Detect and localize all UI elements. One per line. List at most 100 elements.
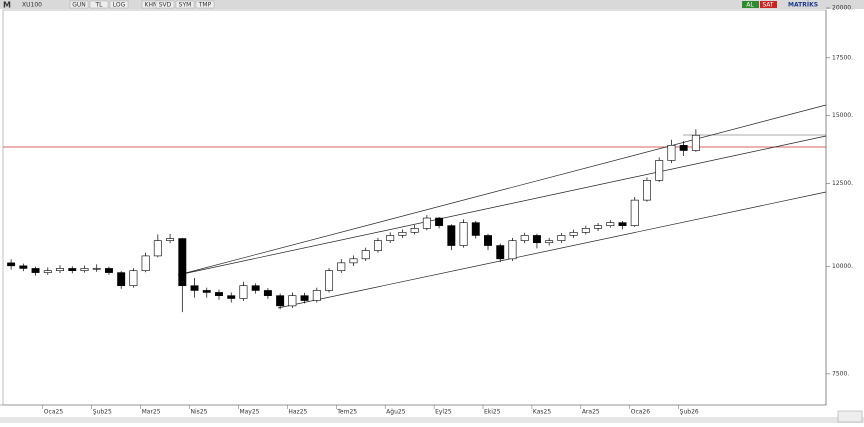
x-tick-label: Şub25	[93, 409, 112, 416]
toolbar	[0, 0, 864, 9]
toolbar-button-label: KHN	[145, 2, 158, 9]
candle-body	[618, 222, 627, 226]
candle-body	[7, 262, 16, 267]
logo: M	[3, 1, 11, 10]
x-tick-label: Şub26	[680, 409, 699, 416]
candle-body	[104, 268, 113, 273]
candle-body	[643, 180, 651, 201]
candle-body	[239, 285, 248, 299]
toolbar-button[interactable]	[195, 0, 215, 9]
candle-body	[679, 145, 688, 151]
x-tick-label: Oca25	[44, 409, 64, 416]
candle-body	[459, 222, 468, 246]
trend-line	[177, 104, 827, 276]
x-tick-label: Eyl25	[435, 409, 452, 416]
candle-body	[80, 268, 89, 272]
toolbar-button[interactable]	[89, 0, 109, 9]
candle-body	[92, 268, 101, 270]
candle-body	[520, 235, 529, 241]
toolbar-button-label: SVD	[159, 2, 172, 9]
candle-body	[349, 258, 358, 264]
x-tick-label: Oca26	[631, 409, 651, 416]
y-tick-label: 17500.	[832, 54, 853, 61]
toolbar-buttons: GUN TL LOG KHN SVD SYM TMP	[69, 0, 215, 9]
candle-body	[606, 222, 615, 226]
candle-body	[655, 160, 664, 181]
candle-body	[312, 290, 321, 301]
scrollbar[interactable]	[0, 417, 864, 423]
candle-body	[166, 238, 175, 241]
candle-body	[447, 225, 456, 246]
candle-body	[31, 268, 40, 273]
toolbar-button[interactable]	[155, 0, 175, 9]
candle-body	[276, 295, 285, 307]
candle-body	[484, 235, 492, 246]
y-tick-label: 12500.	[832, 180, 853, 187]
toolbar-button[interactable]	[175, 0, 195, 9]
toolbar-button[interactable]	[109, 0, 129, 9]
candle-body	[263, 290, 272, 296]
candle-body	[300, 295, 309, 301]
toolbar-button[interactable]	[69, 0, 89, 9]
candle-body	[337, 262, 346, 272]
sell-button[interactable]	[760, 1, 777, 8]
candle-body	[594, 225, 603, 229]
candle-body	[398, 232, 407, 236]
candle-body	[435, 217, 444, 226]
candle-body	[422, 217, 431, 229]
y-tick-label: 15000.	[832, 112, 853, 119]
x-tick-label: Haz25	[288, 409, 307, 416]
candle-body	[190, 285, 199, 291]
toolbar-button-label: TMP	[198, 2, 212, 9]
brand: MATRİKS	[788, 2, 818, 9]
sell-label: SAT	[762, 2, 774, 9]
candle-body	[508, 240, 517, 260]
y-tick-label: 10000.	[832, 263, 853, 270]
candle-body	[410, 228, 419, 233]
candle-body	[581, 228, 590, 233]
x-tick-label: Kas25	[533, 409, 551, 416]
candle-body	[545, 240, 554, 244]
candle-body	[667, 145, 676, 161]
candle-body	[532, 235, 541, 244]
candle-body	[129, 270, 138, 287]
candle-body	[691, 134, 700, 151]
candle-body	[386, 235, 395, 241]
candle-body	[557, 235, 566, 241]
x-tick-label: Ağu25	[386, 409, 406, 416]
buy-label: AL	[746, 2, 754, 9]
candle-body	[215, 292, 223, 296]
toolbar-button-label: SYM	[179, 2, 192, 9]
candle-body	[630, 199, 639, 226]
symbol[interactable]: XU100	[22, 2, 42, 9]
x-tick-label: Tem25	[336, 409, 357, 416]
candle-body	[373, 240, 382, 251]
candle-body	[68, 268, 77, 272]
candle-body	[569, 232, 578, 236]
candle-body	[153, 240, 162, 257]
scroll-buttons[interactable]	[837, 410, 863, 423]
x-tick-label: Mar25	[142, 409, 161, 416]
trend-line	[177, 135, 827, 276]
candle-body	[19, 265, 28, 269]
y-tick-label: 7500.	[832, 370, 849, 377]
candle-body	[117, 272, 126, 287]
candle-body	[361, 250, 370, 260]
candle-body	[251, 285, 260, 291]
toolbar-button-label: GUN	[72, 2, 86, 9]
x-tick-label: Eki25	[484, 409, 501, 416]
candle-body	[288, 295, 297, 307]
x-tick-label: Ara25	[582, 409, 600, 416]
trend-line	[277, 191, 827, 309]
candle-body	[202, 290, 211, 293]
candle-body	[141, 255, 150, 272]
candle-body	[325, 270, 334, 291]
buy-button[interactable]	[742, 1, 759, 8]
toolbar-button-label: LOG	[113, 2, 126, 9]
candle-body	[471, 222, 480, 236]
candle-body	[56, 268, 64, 272]
candle-body	[496, 245, 505, 260]
x-tick-label: Nis25	[191, 409, 208, 416]
